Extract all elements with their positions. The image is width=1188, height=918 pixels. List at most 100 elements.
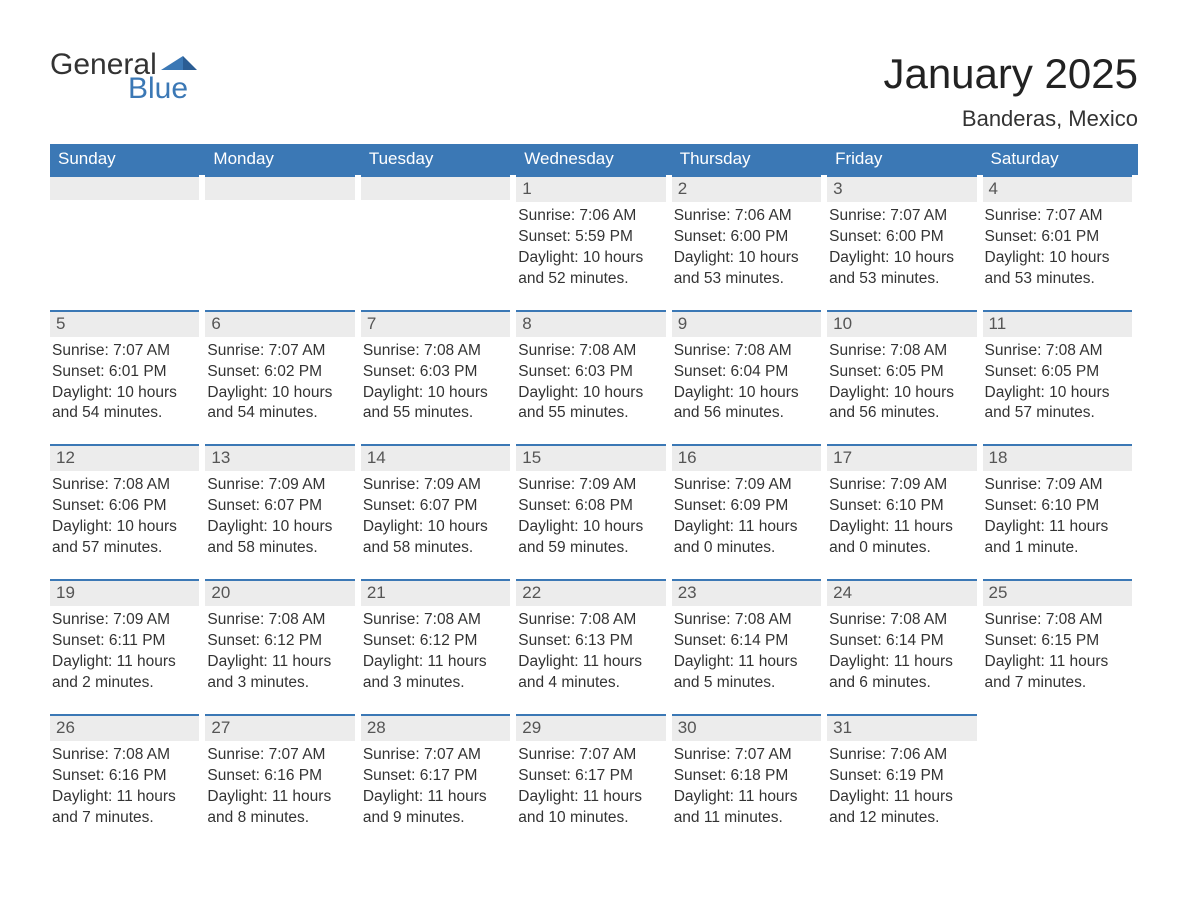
daylight-line: Daylight: 10 hours and 53 minutes. (829, 248, 974, 290)
day-body: Sunrise: 7:07 AMSunset: 6:01 PMDaylight:… (983, 202, 1132, 292)
sunset-line: Sunset: 6:01 PM (52, 362, 197, 383)
daylight-line: Daylight: 11 hours and 3 minutes. (363, 652, 508, 694)
sunset-line: Sunset: 6:07 PM (207, 496, 352, 517)
day-cell: 17Sunrise: 7:09 AMSunset: 6:10 PMDayligh… (827, 444, 982, 565)
sunset-line: Sunset: 6:03 PM (518, 362, 663, 383)
sunrise-line: Sunrise: 7:08 AM (363, 341, 508, 362)
day-body: Sunrise: 7:09 AMSunset: 6:11 PMDaylight:… (50, 606, 199, 696)
day-body: Sunrise: 7:06 AMSunset: 6:00 PMDaylight:… (672, 202, 821, 292)
sunrise-line: Sunrise: 7:06 AM (829, 745, 974, 766)
weekday-header: Tuesday (361, 144, 516, 175)
day-body: Sunrise: 7:08 AMSunset: 6:04 PMDaylight:… (672, 337, 821, 427)
day-cell: 1Sunrise: 7:06 AMSunset: 5:59 PMDaylight… (516, 175, 671, 296)
sunset-line: Sunset: 6:14 PM (829, 631, 974, 652)
day-body: Sunrise: 7:07 AMSunset: 6:01 PMDaylight:… (50, 337, 199, 427)
day-cell (50, 175, 205, 296)
day-body: Sunrise: 7:09 AMSunset: 6:07 PMDaylight:… (205, 471, 354, 561)
day-body: Sunrise: 7:08 AMSunset: 6:14 PMDaylight:… (827, 606, 976, 696)
day-body: Sunrise: 7:08 AMSunset: 6:13 PMDaylight:… (516, 606, 665, 696)
day-body: Sunrise: 7:08 AMSunset: 6:05 PMDaylight:… (827, 337, 976, 427)
sunrise-line: Sunrise: 7:06 AM (674, 206, 819, 227)
day-number: 31 (827, 714, 976, 741)
month-title: January 2025 (883, 50, 1138, 98)
sunrise-line: Sunrise: 7:08 AM (985, 610, 1130, 631)
sunset-line: Sunset: 6:13 PM (518, 631, 663, 652)
day-cell: 23Sunrise: 7:08 AMSunset: 6:14 PMDayligh… (672, 579, 827, 700)
day-body: Sunrise: 7:09 AMSunset: 6:10 PMDaylight:… (827, 471, 976, 561)
day-number: 6 (205, 310, 354, 337)
day-cell (205, 175, 360, 296)
day-cell: 2Sunrise: 7:06 AMSunset: 6:00 PMDaylight… (672, 175, 827, 296)
weeks-container: 1Sunrise: 7:06 AMSunset: 5:59 PMDaylight… (50, 175, 1138, 834)
sunrise-line: Sunrise: 7:08 AM (674, 610, 819, 631)
day-body: Sunrise: 7:07 AMSunset: 6:17 PMDaylight:… (516, 741, 665, 831)
daylight-line: Daylight: 11 hours and 12 minutes. (829, 787, 974, 829)
day-body: Sunrise: 7:08 AMSunset: 6:12 PMDaylight:… (205, 606, 354, 696)
sunset-line: Sunset: 6:04 PM (674, 362, 819, 383)
day-number: 9 (672, 310, 821, 337)
sunset-line: Sunset: 6:02 PM (207, 362, 352, 383)
sunrise-line: Sunrise: 7:07 AM (207, 745, 352, 766)
day-number: 17 (827, 444, 976, 471)
week-row: 5Sunrise: 7:07 AMSunset: 6:01 PMDaylight… (50, 310, 1138, 431)
sunset-line: Sunset: 6:00 PM (674, 227, 819, 248)
day-body: Sunrise: 7:08 AMSunset: 6:05 PMDaylight:… (983, 337, 1132, 427)
title-block: January 2025 Banderas, Mexico (883, 50, 1138, 132)
day-number: 8 (516, 310, 665, 337)
daylight-line: Daylight: 10 hours and 58 minutes. (363, 517, 508, 559)
weekday-header: Monday (205, 144, 360, 175)
empty-day-bar (205, 175, 354, 200)
daylight-line: Daylight: 11 hours and 6 minutes. (829, 652, 974, 694)
sunset-line: Sunset: 6:05 PM (985, 362, 1130, 383)
sunrise-line: Sunrise: 7:09 AM (829, 475, 974, 496)
daylight-line: Daylight: 11 hours and 7 minutes. (52, 787, 197, 829)
sunset-line: Sunset: 6:07 PM (363, 496, 508, 517)
sunrise-line: Sunrise: 7:07 AM (674, 745, 819, 766)
sunrise-line: Sunrise: 7:09 AM (985, 475, 1130, 496)
day-cell: 13Sunrise: 7:09 AMSunset: 6:07 PMDayligh… (205, 444, 360, 565)
day-cell: 20Sunrise: 7:08 AMSunset: 6:12 PMDayligh… (205, 579, 360, 700)
sunset-line: Sunset: 5:59 PM (518, 227, 663, 248)
empty-day-bar (50, 175, 199, 200)
weekday-header: Saturday (983, 144, 1138, 175)
sunrise-line: Sunrise: 7:08 AM (52, 475, 197, 496)
daylight-line: Daylight: 10 hours and 58 minutes. (207, 517, 352, 559)
sunrise-line: Sunrise: 7:07 AM (363, 745, 508, 766)
weekday-header: Thursday (672, 144, 827, 175)
day-number: 28 (361, 714, 510, 741)
sunrise-line: Sunrise: 7:08 AM (207, 610, 352, 631)
day-cell: 30Sunrise: 7:07 AMSunset: 6:18 PMDayligh… (672, 714, 827, 835)
sunrise-line: Sunrise: 7:07 AM (518, 745, 663, 766)
day-cell: 14Sunrise: 7:09 AMSunset: 6:07 PMDayligh… (361, 444, 516, 565)
logo: General Blue (50, 50, 197, 104)
daylight-line: Daylight: 11 hours and 1 minute. (985, 517, 1130, 559)
sunset-line: Sunset: 6:09 PM (674, 496, 819, 517)
day-number: 15 (516, 444, 665, 471)
sunrise-line: Sunrise: 7:08 AM (829, 610, 974, 631)
day-cell: 16Sunrise: 7:09 AMSunset: 6:09 PMDayligh… (672, 444, 827, 565)
daylight-line: Daylight: 10 hours and 53 minutes. (674, 248, 819, 290)
sunset-line: Sunset: 6:08 PM (518, 496, 663, 517)
sunset-line: Sunset: 6:18 PM (674, 766, 819, 787)
sunrise-line: Sunrise: 7:07 AM (207, 341, 352, 362)
calendar-page: General Blue January 2025 Banderas, Mexi… (0, 0, 1188, 888)
day-number: 10 (827, 310, 976, 337)
day-number: 27 (205, 714, 354, 741)
day-cell: 21Sunrise: 7:08 AMSunset: 6:12 PMDayligh… (361, 579, 516, 700)
day-body: Sunrise: 7:08 AMSunset: 6:03 PMDaylight:… (516, 337, 665, 427)
day-cell: 29Sunrise: 7:07 AMSunset: 6:17 PMDayligh… (516, 714, 671, 835)
daylight-line: Daylight: 10 hours and 56 minutes. (829, 383, 974, 425)
week-row: 12Sunrise: 7:08 AMSunset: 6:06 PMDayligh… (50, 444, 1138, 565)
sunrise-line: Sunrise: 7:08 AM (674, 341, 819, 362)
day-cell: 31Sunrise: 7:06 AMSunset: 6:19 PMDayligh… (827, 714, 982, 835)
sunrise-line: Sunrise: 7:08 AM (985, 341, 1130, 362)
sunset-line: Sunset: 6:01 PM (985, 227, 1130, 248)
daylight-line: Daylight: 10 hours and 59 minutes. (518, 517, 663, 559)
day-body: Sunrise: 7:08 AMSunset: 6:16 PMDaylight:… (50, 741, 199, 831)
logo-text-blue: Blue (50, 74, 197, 104)
sunset-line: Sunset: 6:16 PM (52, 766, 197, 787)
day-number: 7 (361, 310, 510, 337)
sunrise-line: Sunrise: 7:08 AM (52, 745, 197, 766)
daylight-line: Daylight: 10 hours and 53 minutes. (985, 248, 1130, 290)
daylight-line: Daylight: 11 hours and 0 minutes. (674, 517, 819, 559)
